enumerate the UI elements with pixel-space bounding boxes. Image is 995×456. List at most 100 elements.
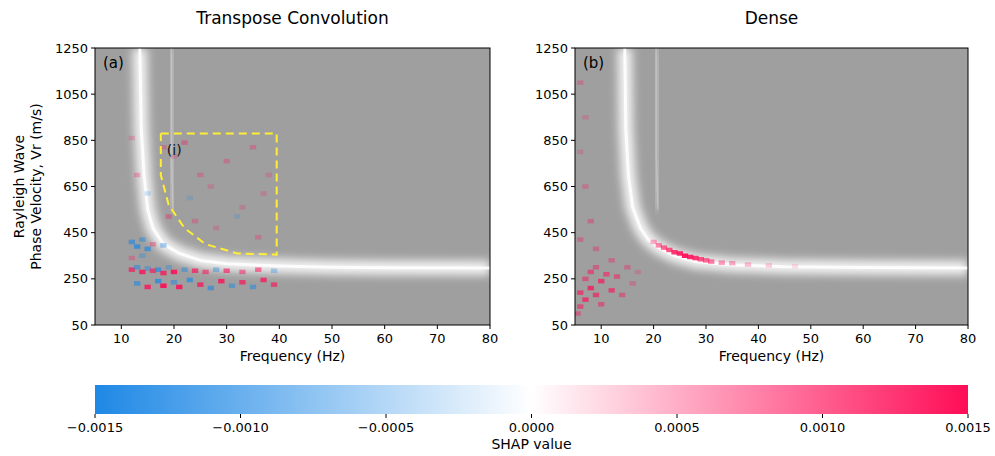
x-tick-label: 40 [271, 331, 288, 346]
x-tick [810, 325, 811, 329]
colorbar-tick [968, 414, 969, 418]
colorbar-tick-label: −0.0005 [358, 420, 414, 435]
y-tick [91, 325, 95, 326]
colorbar-tick-label: −0.0010 [212, 420, 268, 435]
shap-cell [260, 191, 266, 196]
shap-cell [145, 247, 151, 252]
y-tick [91, 140, 95, 141]
y-tick-label: 650 [543, 179, 568, 194]
y-tick-label: 1050 [55, 87, 88, 102]
colorbar: −0.0015−0.0010−0.00050.00000.00050.00100… [67, 385, 991, 452]
shap-cell [171, 270, 177, 275]
shap-cell [139, 237, 145, 242]
shap-cell [239, 205, 245, 210]
y-tick [571, 278, 575, 279]
shap-cell [129, 136, 135, 141]
shap-cell [588, 286, 594, 291]
shap-cell [213, 267, 219, 272]
x-tick [915, 325, 916, 329]
y-tick [91, 186, 95, 187]
panel-title: Transpose Convolution [195, 8, 388, 28]
shap-cell [208, 184, 214, 189]
dispersion-ridge [625, 48, 968, 268]
shap-cell [129, 240, 135, 245]
colorbar-scale [95, 385, 968, 414]
dispersion-ridge-core [171, 48, 173, 210]
shap-cell [150, 242, 156, 247]
plot-frame [575, 48, 968, 325]
x-tick-label: 30 [218, 331, 235, 346]
shap-cell [218, 279, 224, 284]
shap-cell [577, 237, 583, 242]
shap-cell [145, 285, 151, 290]
x-tick-label: 40 [750, 331, 767, 346]
x-tick [384, 325, 385, 329]
shap-cell [139, 254, 145, 259]
x-tick [490, 325, 491, 329]
shap-cell [598, 279, 604, 284]
colorbar-tick [822, 414, 823, 418]
shap-cell [166, 265, 172, 270]
x-tick-label: 60 [376, 331, 393, 346]
shap-cell [609, 288, 615, 293]
shap-cell [260, 278, 266, 283]
shap-cell [134, 265, 140, 270]
x-tick [437, 325, 438, 329]
plot-frame [95, 48, 490, 325]
shap-cell [187, 196, 193, 201]
shap-cell [224, 159, 230, 164]
panel: 10203040506070805025045065085010501250De… [535, 8, 976, 364]
shap-cell [271, 282, 277, 287]
shap-cell [160, 284, 166, 289]
shap-cell [708, 259, 714, 264]
colorbar-title: SHAP value [491, 436, 571, 452]
colorbar-tick [677, 414, 678, 418]
shap-cell [181, 140, 187, 145]
y-tick-label: 50 [71, 318, 88, 333]
dispersion-ridge-core [625, 48, 968, 268]
panel-label: (a) [103, 54, 124, 72]
shap-cell [250, 145, 256, 150]
x-tick [121, 325, 122, 329]
shap-cell [614, 274, 620, 279]
x-tick-label: 20 [645, 331, 662, 346]
y-tick [91, 48, 95, 49]
shap-cell [582, 277, 588, 282]
shap-cell [575, 311, 581, 316]
dispersion-ridge-core [140, 48, 490, 268]
shap-cell [745, 262, 751, 267]
y-tick [571, 186, 575, 187]
x-tick [653, 325, 654, 329]
shap-cell [197, 282, 203, 287]
shap-cell [577, 80, 583, 85]
y-tick [571, 232, 575, 233]
x-axis-title: Frequency (Hz) [719, 348, 825, 364]
colorbar-tick-label: 0.0015 [945, 420, 991, 435]
x-tick-label: 80 [960, 331, 977, 346]
shap-cell [239, 270, 245, 275]
shap-cell [213, 226, 219, 231]
shap-cell [166, 214, 172, 219]
y-tick [571, 325, 575, 326]
y-tick-label: 50 [551, 318, 568, 333]
shap-cell [588, 219, 594, 224]
shap-cell [577, 150, 583, 155]
y-tick-label: 450 [543, 225, 568, 240]
colorbar-tick-label: 0.0000 [509, 420, 555, 435]
shap-cell [229, 284, 235, 289]
y-tick [571, 140, 575, 141]
y-axis-title: Phase Velocity, Vr (m/s) [28, 103, 44, 269]
x-tick [758, 325, 759, 329]
shap-cell [197, 173, 203, 178]
colorbar-tick [95, 414, 96, 418]
y-tick-label: 650 [63, 179, 88, 194]
x-tick [279, 325, 280, 329]
x-tick-label: 70 [907, 331, 924, 346]
dispersion-ridge [656, 48, 658, 210]
panel-label: (b) [583, 54, 604, 72]
shap-cell [176, 285, 182, 290]
shap-cell [187, 278, 193, 283]
shap-cell [255, 235, 261, 240]
x-tick-label: 50 [803, 331, 820, 346]
shap-cell [134, 173, 140, 178]
